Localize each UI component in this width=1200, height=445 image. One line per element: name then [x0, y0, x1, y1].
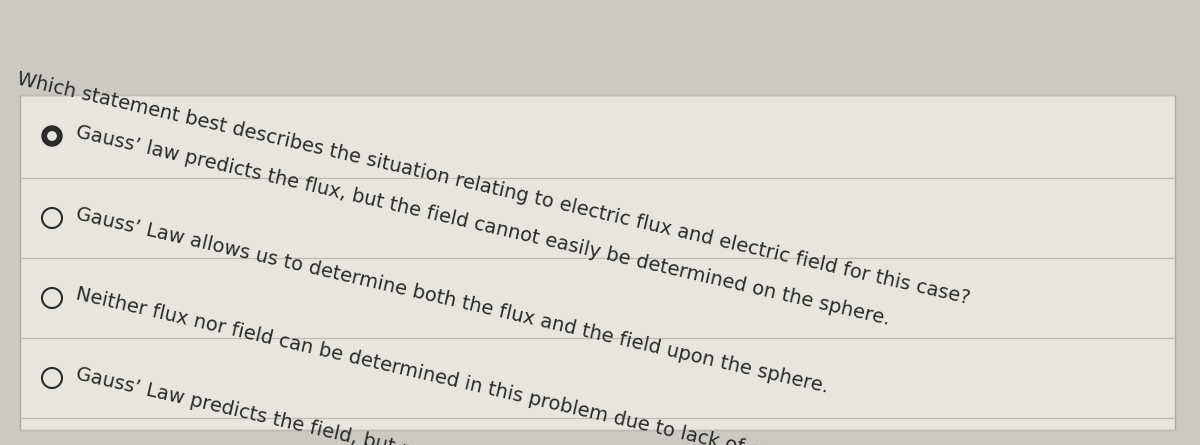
Text: Gauss’ Law predicts the field, but not the flux through the sphere.: Gauss’ Law predicts the field, but not t…	[74, 364, 707, 445]
Text: Gauss’ law predicts the flux, but the field cannot easily be determined on the s: Gauss’ law predicts the flux, but the fi…	[74, 122, 892, 329]
FancyBboxPatch shape	[20, 95, 1175, 430]
Text: Neither flux nor field can be determined in this problem due to lack of symmetry: Neither flux nor field can be determined…	[74, 284, 851, 445]
Circle shape	[48, 132, 56, 140]
Circle shape	[42, 126, 62, 146]
Text: Which statement best describes the situation relating to electric flux and elect: Which statement best describes the situa…	[14, 69, 972, 308]
Text: Gauss’ Law allows us to determine both the flux and the field upon the sphere.: Gauss’ Law allows us to determine both t…	[74, 205, 830, 396]
